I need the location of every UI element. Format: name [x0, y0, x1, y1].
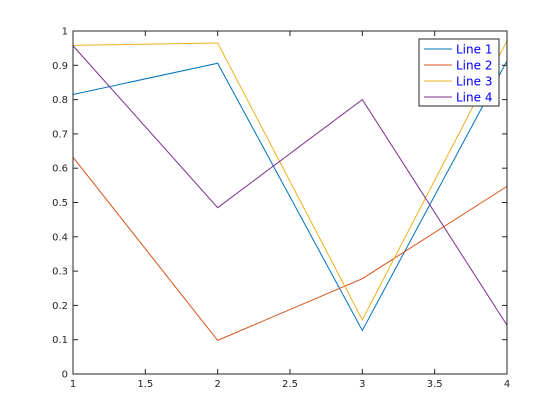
x-tick-label: 2 [214, 379, 220, 390]
series-line-2 [72, 156, 508, 341]
legend-label-3: Line 3 [456, 75, 492, 89]
legend-label-4: Line 4 [456, 91, 492, 105]
y-tick-label: 0.1 [52, 335, 68, 346]
series-line-4 [72, 45, 508, 326]
series-layer [72, 40, 508, 341]
y-tick-label: 0.5 [52, 198, 68, 209]
x-tick-label: 1.5 [137, 379, 153, 390]
legend-label-1: Line 1 [456, 43, 492, 57]
legend: Line 1 Line 2 Line 3 Line 4 [418, 38, 500, 107]
x-tick-label: 3.5 [427, 379, 443, 390]
y-tick-label: 0.3 [52, 267, 68, 278]
y-tick-label: 0.2 [52, 301, 68, 312]
y-tick-label: 1 [62, 27, 68, 38]
y-tick-label: 0.4 [52, 232, 68, 243]
y-tick-label: 0.7 [52, 129, 68, 140]
series-line-3 [72, 40, 508, 321]
x-tick-label: 4 [504, 379, 510, 390]
y-tick-label: 0.8 [52, 95, 68, 106]
x-tick-label: 1 [70, 379, 76, 390]
legend-box [418, 38, 500, 107]
series-line-1 [72, 60, 508, 332]
x-tick-label: 2.5 [282, 379, 298, 390]
y-tick-label: 0.6 [52, 164, 68, 175]
legend-label-2: Line 2 [456, 59, 492, 73]
x-tick-label: 3 [359, 379, 365, 390]
axes-layer: 1 1.5 2 2.5 3 3.5 4 0 0.1 0.2 0.3 0.4 0.5 0.6 0.7 0.8 0.… [52, 27, 510, 391]
y-tick-label: 0 [62, 370, 68, 381]
y-tick-label: 0.9 [52, 61, 68, 72]
